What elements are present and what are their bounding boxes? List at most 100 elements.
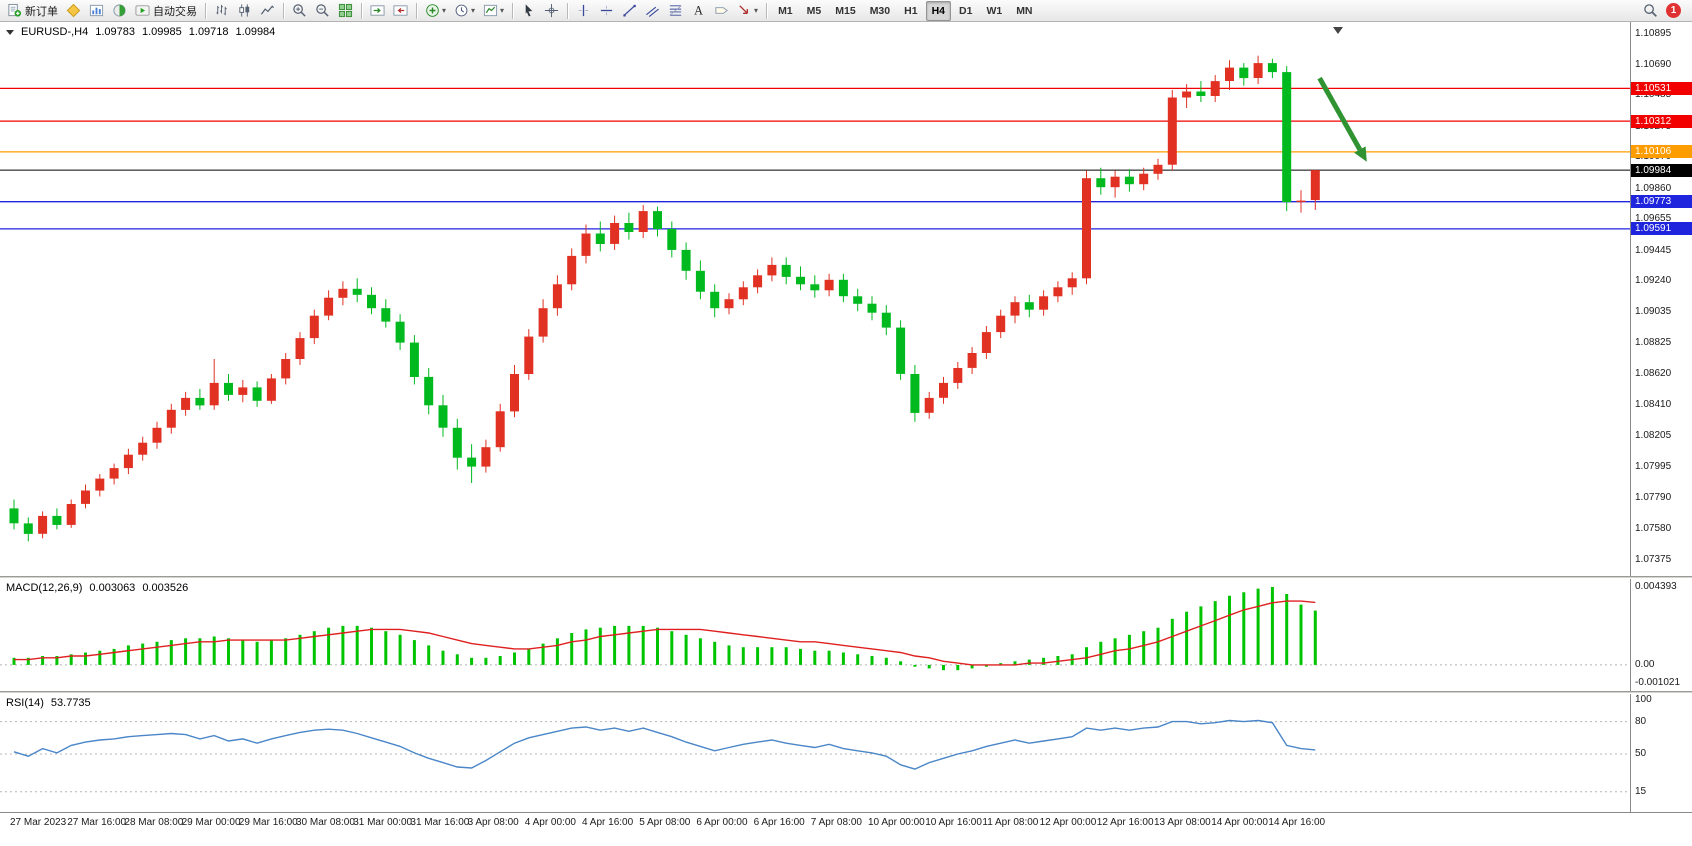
vertical-line-tool-button[interactable] bbox=[572, 0, 595, 22]
timeframe-h4-button[interactable]: H4 bbox=[925, 0, 951, 21]
arrows-tool-button[interactable]: ▾ bbox=[733, 0, 762, 22]
market-depth-button[interactable] bbox=[108, 0, 131, 22]
time-axis-label: 27 Mar 2023 bbox=[10, 817, 67, 828]
auto-trading-button[interactable]: 自动交易 bbox=[131, 0, 201, 22]
tile-windows-button[interactable] bbox=[334, 0, 357, 22]
mql-community-button[interactable] bbox=[62, 0, 85, 22]
macd-canvas[interactable] bbox=[0, 579, 1630, 691]
time-axis-label: 12 Apr 00:00 bbox=[1039, 817, 1097, 828]
rsi-axis-label: 80 bbox=[1635, 715, 1647, 727]
search-icon bbox=[1643, 3, 1658, 18]
panel-splitter-macd[interactable] bbox=[0, 576, 1692, 579]
timeframe-m1-button[interactable]: M1 bbox=[778, 4, 793, 17]
time-axis-label: 12 Apr 16:00 bbox=[1096, 817, 1154, 828]
macd-signal-value: 0.003526 bbox=[142, 582, 189, 594]
dropdown-arrow-icon[interactable]: ▾ bbox=[471, 6, 476, 15]
candle bbox=[1282, 66, 1292, 212]
auto-scroll-button[interactable] bbox=[366, 0, 389, 22]
macd-signal-line bbox=[14, 600, 1316, 666]
time-axis-label: 30 Mar 08:00 bbox=[296, 817, 355, 828]
price-axis-label: 1.10690 bbox=[1635, 58, 1672, 70]
price-axis-label: 1.08205 bbox=[1635, 430, 1672, 441]
zoom-out-button[interactable] bbox=[311, 0, 334, 22]
candlestick-mode-button[interactable] bbox=[233, 0, 256, 22]
periods-icon bbox=[454, 3, 469, 18]
fibonacci-tool-button[interactable] bbox=[664, 0, 687, 22]
price-axis-label: 1.10895 bbox=[1635, 28, 1672, 39]
horizontal-line-tool-button[interactable] bbox=[595, 0, 618, 22]
timeframe-m15-button[interactable]: M15 bbox=[835, 4, 856, 17]
time-axis-label: 13 Apr 08:00 bbox=[1154, 817, 1211, 828]
low-value: 1.09718 bbox=[188, 26, 229, 38]
candle bbox=[309, 309, 319, 345]
level-price-badge: 1.09591 bbox=[1631, 222, 1692, 236]
timeframe-m5-button[interactable]: M5 bbox=[806, 4, 822, 17]
chart-shift-marker-icon[interactable] bbox=[1333, 27, 1343, 34]
indicators-button[interactable]: ▾ bbox=[421, 0, 450, 22]
main-toolbar: 新订单 自动交易 ▾ ▾ ▾ ▾ M1 M5 M15 M30 H1 H4 D1 W1 MN 1 bbox=[0, 0, 1692, 22]
time-axis[interactable]: 27 Mar 2023 27 Mar 16:00 28 Mar 08:00 29 Ma… bbox=[0, 812, 1692, 846]
candle bbox=[781, 257, 791, 285]
crosshair-tool-button[interactable] bbox=[540, 0, 563, 22]
rsi-indicator-panel[interactable]: RSI(14) 53.7735 bbox=[0, 694, 1630, 812]
timeframe-mn-button[interactable]: MN bbox=[1016, 4, 1033, 17]
candle bbox=[838, 273, 848, 303]
chart-profile-button[interactable] bbox=[85, 0, 108, 22]
periods-button[interactable]: ▾ bbox=[450, 0, 479, 22]
toolbar-separator bbox=[361, 2, 362, 19]
rsi-canvas[interactable] bbox=[0, 694, 1630, 812]
timeframe-h1-button[interactable]: H1 bbox=[904, 4, 918, 17]
text-tool-button[interactable] bbox=[687, 0, 710, 22]
macd-indicator-panel[interactable]: MACD(12,26,9) 0.003063 0.003526 bbox=[0, 579, 1630, 691]
current-price-badge: 1.09984 bbox=[1631, 163, 1692, 177]
notification-badge[interactable]: 1 bbox=[1666, 3, 1681, 18]
price-axis-label: 1.09860 bbox=[1635, 182, 1672, 194]
templates-button[interactable]: ▾ bbox=[479, 0, 508, 22]
quote-panel-collapse-icon[interactable] bbox=[6, 29, 14, 35]
rsi-axis-label: 100 bbox=[1635, 694, 1652, 705]
candlestick-mode-icon bbox=[237, 3, 252, 18]
timeframe-w1-button[interactable]: W1 bbox=[986, 4, 1003, 17]
cursor-tool-button[interactable] bbox=[517, 0, 540, 22]
candle bbox=[510, 365, 519, 418]
candle bbox=[1267, 58, 1277, 79]
chart-shift-button[interactable] bbox=[389, 0, 412, 22]
line-chart-mode-button[interactable] bbox=[256, 0, 279, 22]
new-order-label: 新订单 bbox=[25, 5, 58, 18]
dropdown-arrow-icon[interactable]: ▾ bbox=[500, 6, 505, 15]
open-value: 1.09783 bbox=[95, 26, 135, 38]
candle bbox=[796, 266, 805, 291]
trendline-tool-button[interactable] bbox=[618, 0, 641, 22]
trend-arrow-annotation[interactable] bbox=[1317, 76, 1367, 162]
candle bbox=[1067, 272, 1077, 295]
equidistant-channel-tool-button[interactable] bbox=[641, 0, 664, 22]
price-chart-canvas[interactable] bbox=[0, 22, 1630, 576]
rsi-value: 53.7735 bbox=[50, 697, 91, 709]
new-order-button[interactable]: 新订单 bbox=[3, 0, 62, 22]
bar-chart-mode-button[interactable] bbox=[210, 0, 233, 22]
candle bbox=[252, 381, 262, 407]
panel-splitter-rsi[interactable] bbox=[0, 691, 1692, 694]
cursor-tool-icon bbox=[521, 3, 536, 18]
label-tool-button[interactable] bbox=[710, 0, 733, 22]
candle bbox=[981, 326, 991, 359]
dropdown-arrow-icon[interactable]: ▾ bbox=[754, 6, 759, 15]
bar-chart-mode-icon bbox=[214, 3, 229, 18]
zoom-in-button[interactable] bbox=[288, 0, 311, 22]
arrows-tool-icon bbox=[737, 3, 752, 18]
dropdown-arrow-icon[interactable]: ▾ bbox=[442, 6, 447, 15]
new-order-icon bbox=[7, 3, 22, 18]
price-chart-panel[interactable]: EURUSD-,H4 1.09783 1.09985 1.09718 1.099… bbox=[0, 22, 1630, 576]
candle bbox=[853, 288, 863, 312]
timeframe-d1-button[interactable]: D1 bbox=[959, 4, 973, 17]
candle bbox=[1139, 167, 1149, 191]
candle bbox=[552, 275, 562, 316]
candle bbox=[352, 278, 362, 303]
time-axis-label: 10 Apr 00:00 bbox=[868, 817, 925, 828]
search-button[interactable] bbox=[1639, 0, 1662, 22]
time-axis-label: 3 Apr 08:00 bbox=[467, 817, 519, 828]
timeframe-m30-button[interactable]: M30 bbox=[869, 4, 891, 17]
macd-axis-label: -0.001021 bbox=[1635, 677, 1681, 688]
toolbar-separator bbox=[567, 2, 569, 19]
price-axis[interactable]: 1.108951.106901.104851.102751.100701.098… bbox=[1630, 22, 1692, 812]
